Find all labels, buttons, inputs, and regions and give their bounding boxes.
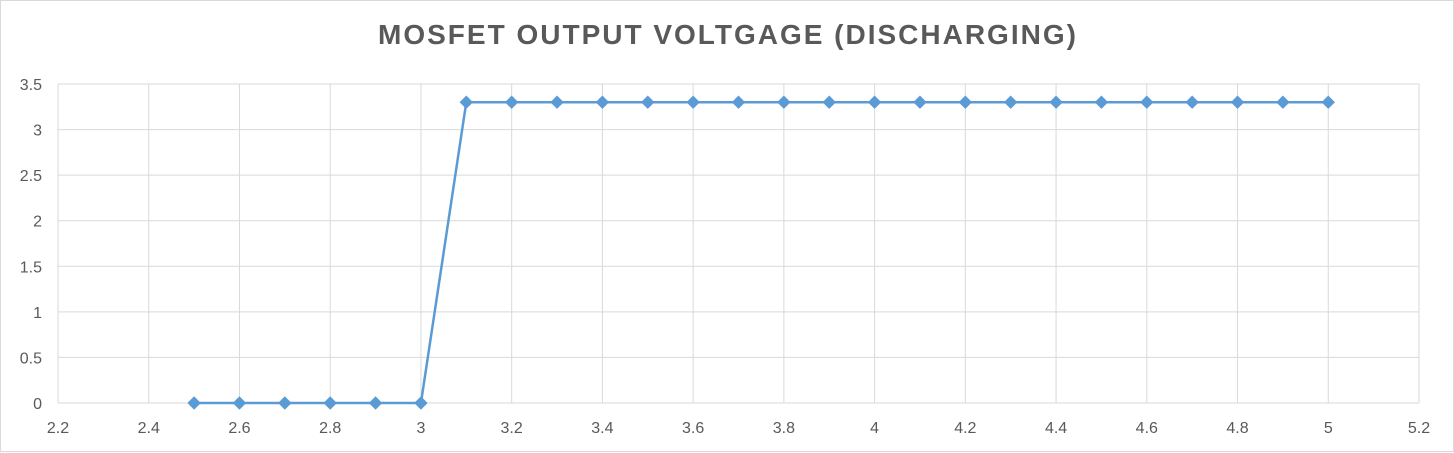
data-point-marker bbox=[731, 95, 746, 109]
x-tick-label: 5.2 bbox=[1408, 420, 1430, 437]
data-point-marker bbox=[822, 95, 836, 109]
axis-tick-labels: 0 0.5 1 1.5 2 2.5 3 3.5 2.2 2.4 2.6 2.8 3 3.2 3.4 3.6 3.… bbox=[20, 77, 1430, 437]
data-point-marker bbox=[595, 95, 610, 109]
y-tick-label: 0 bbox=[33, 396, 42, 413]
data-point-marker bbox=[867, 95, 882, 109]
data-point-marker bbox=[504, 95, 519, 109]
y-tick-label: 1 bbox=[33, 305, 42, 322]
x-tick-label: 2.6 bbox=[228, 420, 250, 437]
y-tick-label: 3.5 bbox=[20, 77, 42, 94]
y-tick-label: 2 bbox=[33, 214, 42, 231]
data-point-marker bbox=[459, 95, 474, 109]
data-point-marker bbox=[1003, 95, 1018, 109]
data-point-marker bbox=[641, 95, 655, 109]
x-tick-label: 5 bbox=[1324, 420, 1333, 437]
data-point-marker bbox=[1094, 95, 1109, 109]
gridlines bbox=[57, 83, 1420, 404]
x-tick-label: 3.4 bbox=[591, 420, 613, 437]
data-point-marker bbox=[1185, 95, 1199, 109]
data-point-marker bbox=[1230, 95, 1245, 109]
data-point-marker bbox=[958, 95, 973, 109]
data-point-marker bbox=[550, 95, 564, 109]
series-line bbox=[194, 100, 1329, 405]
x-tick-label: 4 bbox=[870, 420, 879, 437]
y-tick-label: 0.5 bbox=[20, 350, 42, 367]
data-point-marker bbox=[1049, 95, 1063, 109]
data-point-marker bbox=[414, 396, 428, 410]
x-tick-label: 4.2 bbox=[954, 420, 976, 437]
x-tick-label: 4.6 bbox=[1136, 420, 1158, 437]
data-point-marker bbox=[1321, 95, 1335, 109]
x-tick-label: 3.8 bbox=[773, 420, 795, 437]
data-point-marker bbox=[686, 95, 700, 109]
y-tick-label: 2.5 bbox=[20, 168, 42, 185]
data-point-marker bbox=[187, 396, 201, 410]
data-point-marker bbox=[278, 396, 292, 410]
x-tick-label: 3.6 bbox=[682, 420, 704, 437]
y-tick-label: 3 bbox=[33, 123, 42, 140]
x-tick-label: 3 bbox=[416, 420, 425, 437]
x-tick-label: 3.2 bbox=[501, 420, 523, 437]
data-point-marker bbox=[1140, 95, 1154, 109]
chart-title: MOSFET OUTPUT VOLTGAGE (DISCHARGING) bbox=[378, 19, 1078, 50]
data-point-marker bbox=[777, 95, 791, 109]
x-tick-label: 2.4 bbox=[138, 420, 160, 437]
data-point-marker bbox=[1276, 95, 1290, 109]
data-point-marker bbox=[232, 396, 247, 410]
x-tick-label: 2.2 bbox=[47, 420, 69, 437]
y-tick-label: 1.5 bbox=[20, 259, 42, 276]
data-point-marker bbox=[323, 396, 337, 410]
x-tick-label: 4.4 bbox=[1045, 420, 1067, 437]
data-point-marker bbox=[913, 95, 927, 109]
x-tick-label: 4.8 bbox=[1226, 420, 1248, 437]
data-point-marker bbox=[368, 396, 383, 410]
x-tick-label: 2.8 bbox=[319, 420, 341, 437]
data-series bbox=[187, 95, 1335, 410]
